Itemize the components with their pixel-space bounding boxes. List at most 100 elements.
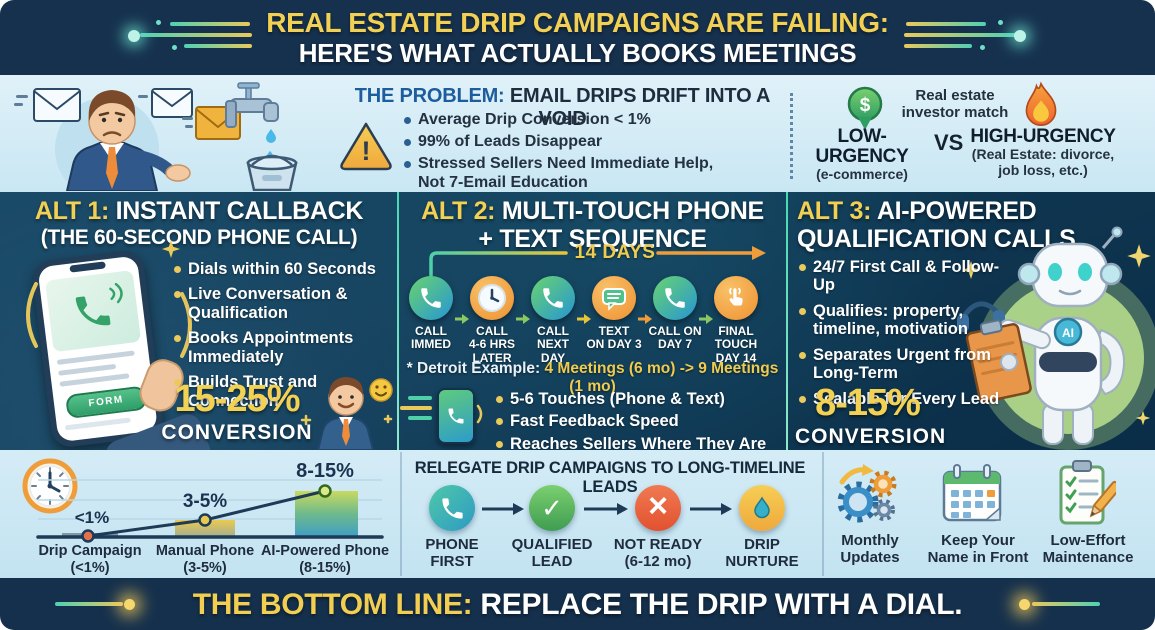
problem-bullet: Stressed Sellers Need Immediate Help, No… — [402, 155, 747, 193]
problem-band: THE PROBLEM: EMAIL DRIPS DRIFT INTO A VO… — [0, 75, 1155, 192]
phone-icon — [531, 276, 575, 320]
page-title: REAL ESTATE DRIP CAMPAIGNS ARE FAILING: … — [0, 7, 1155, 69]
alt2-bullet: Reaches Sellers Where They Are — [494, 435, 786, 453]
faucet-icon — [225, 82, 279, 159]
problem-heading: THE PROBLEM: EMAIL DRIPS DRIFT INTO A VO… — [330, 85, 795, 131]
alt2-bullets: 5-6 Touches (Phone & Text) Fast Feedback… — [494, 390, 786, 453]
phone-icon — [653, 276, 697, 320]
alt1-bullet: Live Conversation & Qualification — [172, 285, 398, 322]
sparkle-icon — [1127, 244, 1151, 268]
detroit-example: * Detroit Example: 4 Meetings (6 mo) -> … — [400, 360, 785, 396]
drip-icon — [739, 485, 785, 531]
smiley-icon — [369, 378, 393, 402]
water-drop-icon — [266, 129, 276, 143]
header-band: REAL ESTATE DRIP CAMPAIGNS ARE FAILING: … — [0, 0, 1155, 75]
alt1-conversion-value: 15-25% — [174, 378, 301, 420]
flow-step-label: DRIP NURTURE — [725, 536, 799, 570]
sparkle-icon — [162, 240, 180, 258]
vs-label: VS — [934, 130, 964, 155]
alt1-conversion-label: CONVERSION — [161, 421, 313, 444]
arrow-icon — [516, 314, 530, 324]
pencil-icon — [1089, 480, 1116, 518]
maintenance-label: Monthly Updates — [840, 532, 900, 566]
chart-category: Manual Phone (3-5%) — [155, 543, 255, 576]
warning-icon: ! — [340, 122, 392, 171]
bar-ai-phone — [295, 491, 358, 537]
alt3-bullet: Scalable for Every Lead — [797, 390, 1017, 408]
alt2-title-line2: + TEXT SEQUENCE — [478, 224, 707, 253]
alt3-title-line1: AI-POWERED — [876, 197, 1037, 225]
arrow-icon — [584, 503, 628, 515]
footer-line-left — [55, 602, 123, 606]
alt1-conversion: 15-25% CONVERSION — [152, 378, 322, 445]
high-urgency: HIGH-URGENCY (Real Estate: divorce, job … — [948, 127, 1138, 178]
envelope-icon — [14, 88, 81, 122]
problem-bullet: Average Drip Conversion < 1% — [402, 111, 747, 130]
relegate-heading: RELEGATE DRIP CAMPAIGNS TO LONG-TIMELINE… — [414, 459, 806, 496]
alt1-title: INSTANT CALLBACK — [115, 197, 364, 225]
tap-icon — [714, 276, 758, 320]
alt1-label: ALT 1: — [34, 197, 109, 225]
footer-glow-dot — [124, 599, 135, 610]
problem-heading-rest: EMAIL DRIPS DRIFT INTO A VOID — [509, 85, 771, 130]
duration-label: 14 DAYS — [574, 242, 656, 263]
high-urgency-sub: (Real Estate: divorce, job loss, etc.) — [971, 145, 1115, 178]
arrow-icon — [455, 314, 469, 324]
footer-line-right — [1032, 602, 1100, 606]
chart-value-label: 3-5% — [182, 491, 228, 512]
vibration-arc-icon — [180, 292, 192, 358]
bottom-line-accent: THE BOTTOM LINE: — [192, 588, 473, 621]
alt3-label: ALT 3: — [797, 197, 872, 225]
clipboard-checklist-icon — [1059, 460, 1116, 525]
alt3-conversion: 8-15% CONVERSION — [795, 382, 945, 449]
signal-waves-icon — [109, 282, 123, 304]
alt3-bullets: 24/7 First Call & Follow-Up Qualifies: p… — [797, 258, 1017, 415]
problem-bullet: 99% of Leads Disappear — [402, 133, 747, 152]
alt1-bullets: Dials within 60 Seconds Live Conversatio… — [172, 260, 398, 417]
arrow-icon — [690, 503, 732, 515]
step-label: CALL 4-6 HRS LATER — [468, 324, 515, 365]
speed-line — [400, 406, 432, 410]
dollar-sign: $ — [860, 95, 871, 116]
vibration-arc-icon — [26, 282, 38, 348]
title-line-2: HERE'S WHAT ACTUALLY BOOKS MEETINGS — [298, 38, 857, 69]
clock-icon — [470, 276, 514, 320]
footer-band: THE BOTTOM LINE: REPLACE THE DRIP WITH A… — [0, 578, 1155, 630]
x-icon: × — [635, 485, 681, 531]
maintenance-label: Low-Effort Maintenance — [1042, 532, 1134, 566]
investor-match-label: Real estate investor match — [901, 87, 1009, 122]
step-label: CALL NEXT DAY — [536, 324, 569, 365]
low-urgency: LOW-URGENCY (e-commerce) — [792, 127, 932, 183]
flow-step-label: QUALIFIED LEAD — [511, 536, 593, 570]
footer-glow-dot — [1019, 599, 1030, 610]
bar-manual-phone — [175, 520, 235, 537]
alt2-title-line1: MULTI-TOUCH PHONE — [501, 197, 764, 225]
check-icon: ✓ — [529, 485, 575, 531]
text-bubble-icon — [592, 276, 636, 320]
dollar-icon: $ — [847, 86, 883, 130]
gears-icon — [837, 464, 897, 523]
mobile-phone-icon — [437, 388, 475, 444]
low-urgency-title: LOW-URGENCY — [815, 126, 909, 167]
alt2-bullet: 5-6 Touches (Phone & Text) — [494, 390, 786, 408]
problem-bullets: Average Drip Conversion < 1% 99% of Lead… — [402, 111, 747, 196]
bottom-divider — [400, 452, 402, 576]
step-label: TEXT ON DAY 3 — [586, 324, 642, 352]
speed-line — [408, 396, 432, 400]
low-urgency-sub: (e-commerce) — [816, 165, 908, 182]
step-label: CALL ON DAY 7 — [648, 324, 702, 352]
signal-waves-icon — [476, 404, 483, 424]
chart-category: AI-Powered Phone (8-15%) — [260, 543, 390, 576]
step-label: FINAL TOUCH DAY 14 — [714, 324, 758, 365]
bottom-line-rest: REPLACE THE DRIP WITH A DIAL. — [480, 588, 963, 621]
conversion-chart — [36, 479, 384, 543]
calendar-icon — [942, 464, 1002, 522]
bottom-divider — [822, 452, 824, 576]
chart-category: Drip Campaign (<1%) — [38, 543, 142, 576]
title-line-1: REAL ESTATE DRIP CAMPAIGNS ARE FAILING: — [266, 7, 889, 38]
clipboard-icon — [965, 319, 1032, 403]
timeline-bracket — [429, 246, 766, 278]
arrow-icon — [638, 314, 652, 324]
step-label: CALL IMMED — [411, 324, 451, 352]
worried-man-illustration — [14, 82, 298, 191]
